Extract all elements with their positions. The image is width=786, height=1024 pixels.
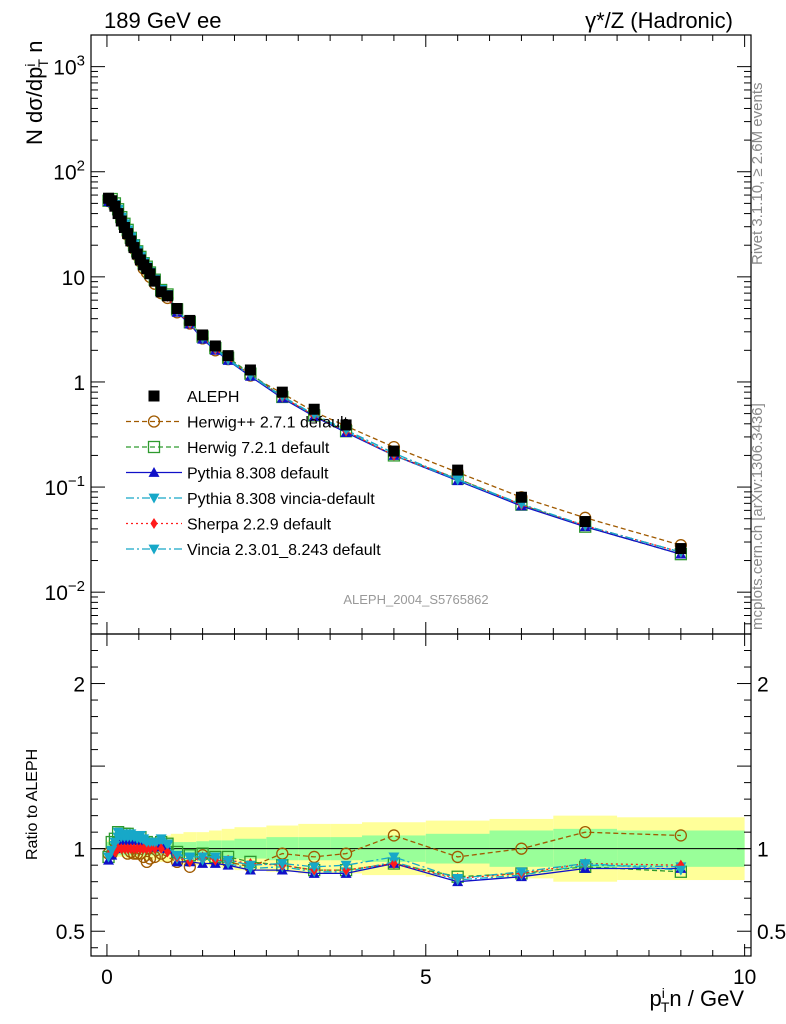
ratio-series-1-point bbox=[387, 829, 401, 842]
legend-label-0: ALEPH bbox=[187, 389, 239, 406]
ratio-series-6-point bbox=[276, 859, 288, 870]
main-series-0-point bbox=[184, 314, 196, 326]
ratio-y-tick-label: 1 bbox=[73, 839, 85, 862]
legend-label-1: Herwig++ 2.7.1 default bbox=[187, 415, 349, 432]
ratio-series-6-point bbox=[340, 860, 352, 871]
ratio-series-1-point bbox=[308, 850, 321, 864]
ratio-y-tick-label-right: 2 bbox=[757, 674, 769, 697]
ratio-series-5-point bbox=[146, 843, 154, 855]
ratio-series-6-point bbox=[579, 859, 591, 870]
ratio-y-tick-label-right: 0.5 bbox=[757, 921, 786, 944]
ratio-series-5-point bbox=[163, 846, 172, 858]
main-series-0-point bbox=[675, 543, 687, 555]
legend-label-2: Herwig 7.2.1 default bbox=[187, 440, 330, 457]
ratio-series-6-point bbox=[222, 855, 234, 866]
ratio-series-1-point bbox=[339, 847, 353, 860]
legend-marker-4 bbox=[148, 493, 160, 504]
ratio-series-6-point bbox=[155, 834, 167, 845]
ratio-series-1-point bbox=[515, 842, 528, 855]
main-series-0-point bbox=[222, 350, 234, 362]
ratio-series-6-point bbox=[675, 865, 687, 876]
legend-marker-5 bbox=[150, 518, 158, 529]
ratio-series-6-point bbox=[209, 852, 221, 863]
main-series-0-point bbox=[109, 200, 121, 212]
main-y-tick-label: 10−2 bbox=[45, 578, 85, 605]
main-series-0-point bbox=[244, 364, 256, 376]
right-title: γ*/Z (Hadronic) bbox=[585, 8, 733, 33]
legend-marker-1 bbox=[147, 415, 161, 428]
ratio-plot-frame bbox=[90, 633, 752, 957]
x-tick-label: 10 bbox=[733, 966, 756, 989]
main-series-0-point bbox=[579, 516, 591, 528]
main-y-tick-label: 10 bbox=[62, 267, 85, 290]
ratio-series-6-point bbox=[149, 837, 161, 848]
legend-label-6: Vincia 2.3.01_8.243 default bbox=[187, 542, 381, 559]
legend-marker-3 bbox=[148, 467, 160, 477]
main-series-0-point bbox=[452, 464, 464, 476]
main-series-0-point bbox=[115, 215, 127, 227]
ratio-series-6-point bbox=[515, 867, 527, 878]
ratio-series-1-point bbox=[579, 826, 592, 839]
ratio-series-1-point bbox=[674, 829, 688, 842]
main-y-tick-label: 102 bbox=[53, 158, 85, 185]
main-series-0-point bbox=[515, 491, 527, 503]
mcplots-label: mcplots.cern.ch [arXiv:1306.3436] bbox=[749, 403, 766, 630]
ratio-series-5-point bbox=[390, 858, 398, 870]
main-y-tick-label: 103 bbox=[53, 53, 85, 80]
x-axis-label: pi Tn / GeV bbox=[649, 985, 744, 1015]
ratio-series-6-point bbox=[162, 839, 174, 850]
main-series-0-point bbox=[162, 290, 174, 302]
ratio-y-axis-label: Ratio to ALEPH bbox=[24, 749, 41, 860]
main-series-0-point bbox=[149, 275, 161, 287]
ratio-series-6-point bbox=[109, 837, 121, 848]
ratio-series-6-point bbox=[452, 873, 464, 884]
main-series-0-point bbox=[340, 419, 352, 431]
legend-marker-2 bbox=[147, 440, 161, 454]
legend-marker-6 bbox=[148, 544, 160, 555]
main-series-0-point bbox=[155, 286, 167, 298]
main-series-0-point bbox=[388, 445, 400, 457]
main-series-0-point bbox=[125, 235, 137, 247]
main-series-0-point bbox=[144, 268, 156, 280]
x-tick-label: 0 bbox=[101, 966, 113, 989]
legend-marker-0 bbox=[148, 390, 160, 402]
ratio-series-6-point bbox=[244, 860, 256, 871]
legend-label-5: Sherpa 2.2.9 default bbox=[187, 517, 332, 534]
main-series-0-point bbox=[308, 403, 320, 415]
ratio-y-tick-label: 0.5 bbox=[56, 921, 85, 944]
main-series-0-point bbox=[171, 302, 183, 314]
main-series-0-point bbox=[276, 386, 288, 398]
ratio-series-5-point bbox=[151, 843, 159, 855]
ratio-series-6-point bbox=[106, 845, 118, 856]
ratio-series-6-point bbox=[184, 852, 196, 863]
legend-label-4: Pythia 8.308 vincia-default bbox=[187, 491, 375, 508]
x-tick-label: 5 bbox=[420, 966, 432, 989]
ratio-series-6-point bbox=[388, 852, 400, 863]
ratio-series-5-point bbox=[157, 843, 165, 855]
main-series-0-point bbox=[197, 329, 209, 341]
main-series-0-point bbox=[112, 208, 124, 220]
ratio-series-6-point bbox=[308, 862, 320, 873]
main-series-6-point bbox=[452, 475, 464, 486]
ratio-y-tick-label: 2 bbox=[73, 674, 85, 697]
main-series-0-point bbox=[131, 248, 143, 260]
analysis-watermark: ALEPH_2004_S5765862 bbox=[343, 592, 488, 607]
main-y-axis-label: N dσ/dpiT n bbox=[22, 41, 51, 145]
legend-label-3: Pythia 8.308 default bbox=[187, 466, 329, 483]
ratio-series-6-point bbox=[197, 852, 209, 863]
ratio-y-tick-label-right: 1 bbox=[757, 839, 769, 862]
ratio-series-6-point bbox=[171, 850, 183, 861]
main-series-0-point bbox=[118, 221, 130, 233]
main-y-tick-label: 10−1 bbox=[45, 473, 85, 500]
main-series-0-point bbox=[128, 242, 140, 254]
main-series-0-point bbox=[209, 340, 221, 352]
ratio-series-1-point bbox=[451, 850, 464, 864]
main-series-0-point bbox=[122, 228, 134, 240]
main-y-tick-label: 1 bbox=[73, 372, 85, 395]
left-title: 189 GeV ee bbox=[104, 8, 221, 33]
rivet-label: Rivet 3.1.10, ≥ 2.6M events bbox=[749, 83, 766, 266]
